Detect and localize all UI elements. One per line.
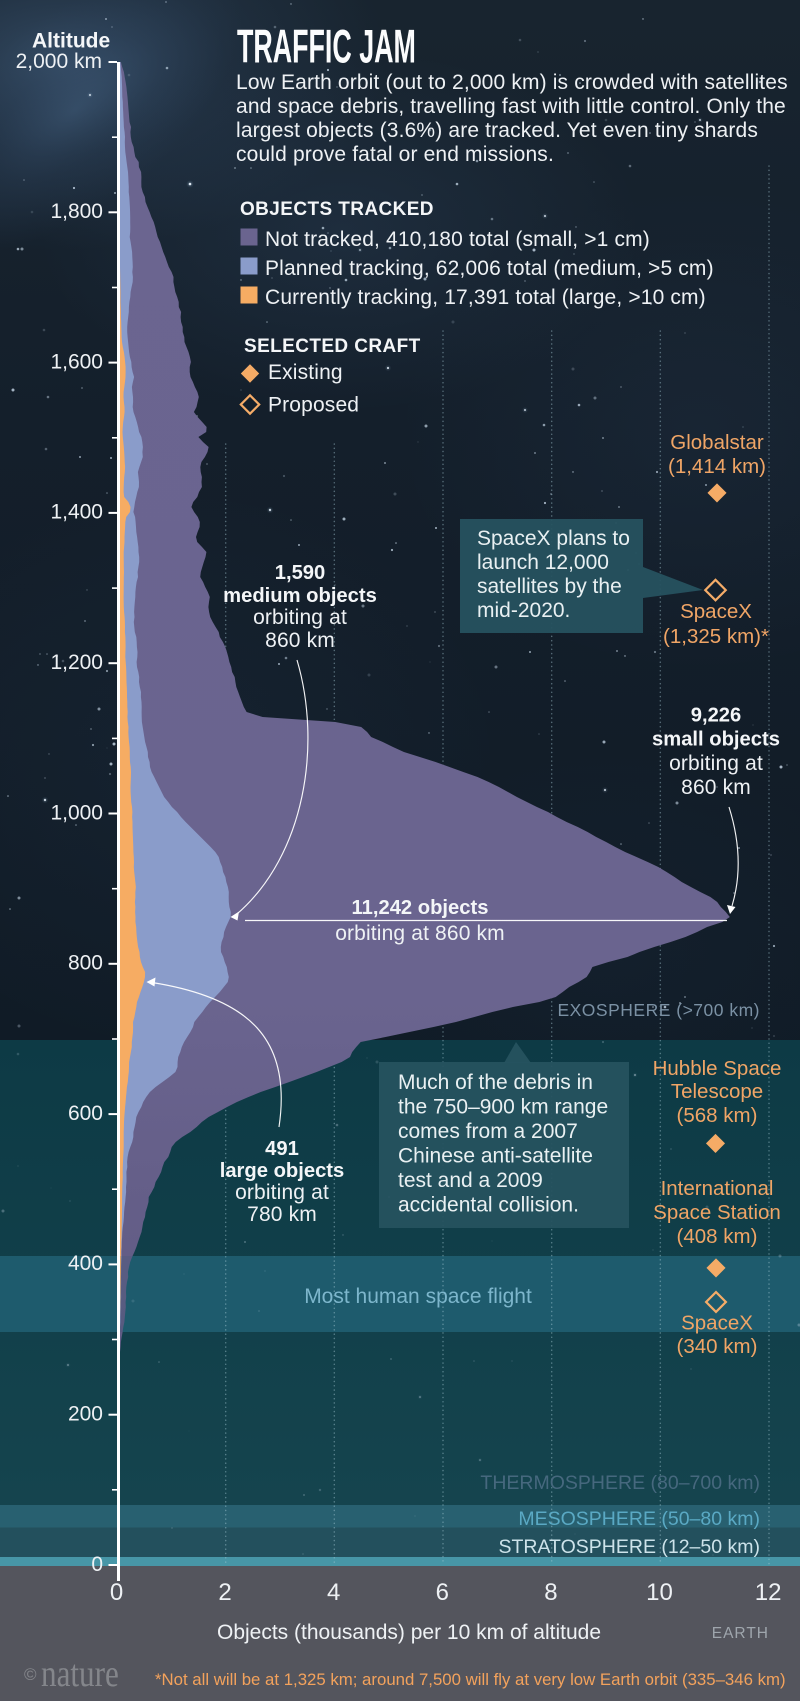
svg-text:Telescope: Telescope [671,1080,763,1103]
svg-text:2: 2 [218,1579,231,1606]
svg-text:(1,325 km)*: (1,325 km)* [663,625,769,648]
svg-text:1,600: 1,600 [50,350,103,373]
svg-text:THERMOSPHERE (80–700 km): THERMOSPHERE (80–700 km) [480,1472,760,1494]
svg-text:860 km: 860 km [681,776,751,799]
svg-text:(340 km): (340 km) [677,1335,758,1358]
svg-text:400: 400 [68,1252,103,1275]
svg-text:the 750–900 km range: the 750–900 km range [398,1096,608,1119]
svg-text:International: International [661,1177,774,1200]
svg-text:nature: nature [41,1652,119,1695]
svg-text:orbiting at: orbiting at [235,1181,329,1204]
svg-text:largest objects (3.6%) are tra: largest objects (3.6%) are tracked. Yet … [236,119,758,142]
svg-text:600: 600 [68,1102,103,1125]
svg-text:SpaceX: SpaceX [680,600,752,623]
svg-text:491: 491 [265,1138,299,1160]
svg-text:EXOSPHERE (>700 km): EXOSPHERE (>700 km) [557,1000,760,1020]
svg-text:Much of the debris in: Much of the debris in [398,1071,593,1094]
svg-text:MESOSPHERE (50–80 km): MESOSPHERE (50–80 km) [518,1508,760,1530]
svg-text:comes from a 2007: comes from a 2007 [398,1120,578,1143]
svg-text:2,000 km: 2,000 km [16,50,102,73]
svg-text:Objects (thousands) per 10 km: Objects (thousands) per 10 km of altitud… [217,1621,601,1644]
svg-text:TRAFFIC JAM: TRAFFIC JAM [237,21,416,74]
svg-text:1,400: 1,400 [50,501,103,524]
svg-text:Proposed: Proposed [268,394,359,417]
svg-text:780 km: 780 km [247,1203,317,1226]
svg-text:6: 6 [436,1579,449,1606]
svg-text:11,242 objects: 11,242 objects [352,897,489,919]
svg-text:Low Earth orbit (out to 2,000: Low Earth orbit (out to 2,000 km) is cro… [236,71,788,94]
svg-text:1,800: 1,800 [50,200,103,223]
svg-text:©: © [24,1665,37,1684]
svg-text:10: 10 [646,1579,673,1606]
svg-text:Altitude: Altitude [32,30,110,53]
svg-text:orbiting at 860 km: orbiting at 860 km [335,922,505,945]
svg-text:launch 12,000: launch 12,000 [477,551,609,574]
svg-text:SpaceX: SpaceX [681,1312,753,1335]
svg-text:Planned tracking, 62,006 total: Planned tracking, 62,006 total (medium, … [265,257,714,280]
svg-text:Space Station: Space Station [653,1201,781,1224]
svg-text:Chinese anti-satellite: Chinese anti-satellite [398,1145,593,1168]
svg-text:Globalstar: Globalstar [670,431,764,454]
svg-text:satellites by the: satellites by the [477,575,622,598]
svg-text:Most human space flight: Most human space flight [304,1285,532,1308]
svg-text:(568 km): (568 km) [677,1104,758,1127]
svg-text:test and a 2009: test and a 2009 [398,1169,543,1192]
svg-text:STRATOSPHERE (12–50 km): STRATOSPHERE (12–50 km) [498,1536,760,1558]
svg-text:12: 12 [755,1579,782,1606]
svg-text:8: 8 [544,1579,557,1606]
svg-text:Not tracked, 410,180 total (sm: Not tracked, 410,180 total (small, >1 cm… [265,228,650,251]
svg-text:*Not all will be at 1,325 km;: *Not all will be at 1,325 km; around 7,5… [155,1670,786,1689]
svg-text:orbiting at: orbiting at [669,752,763,775]
svg-text:(408 km): (408 km) [677,1225,758,1248]
svg-text:800: 800 [68,952,103,975]
svg-text:medium objects: medium objects [223,585,377,607]
svg-text:could prove fatal or end missi: could prove fatal or end missions. [236,143,554,166]
svg-text:1,590: 1,590 [275,562,326,584]
svg-text:0: 0 [91,1553,103,1576]
svg-text:4: 4 [327,1579,340,1606]
svg-text:accidental collision.: accidental collision. [398,1194,579,1217]
svg-text:Currently tracking, 17,391 tot: Currently tracking, 17,391 total (large,… [265,286,706,309]
svg-text:1,200: 1,200 [50,651,103,674]
svg-text:Hubble Space: Hubble Space [653,1057,782,1080]
svg-text:mid-2020.: mid-2020. [477,599,570,622]
svg-text:large objects: large objects [220,1160,345,1182]
svg-text:SpaceX plans to: SpaceX plans to [477,527,630,550]
svg-text:1,000: 1,000 [50,801,103,824]
svg-text:and space debris, travelling f: and space debris, travelling fast with l… [236,95,786,118]
svg-text:OBJECTS TRACKED: OBJECTS TRACKED [240,199,434,220]
svg-text:orbiting at: orbiting at [253,606,347,629]
svg-text:Existing: Existing [268,361,343,384]
svg-text:9,226: 9,226 [691,705,742,727]
svg-text:EARTH: EARTH [712,1625,769,1642]
svg-text:SELECTED CRAFT: SELECTED CRAFT [244,336,421,357]
svg-text:small objects: small objects [652,729,780,751]
svg-text:0: 0 [110,1579,123,1606]
svg-text:(1,414 km): (1,414 km) [668,455,766,478]
svg-text:860 km: 860 km [265,629,335,652]
svg-text:200: 200 [68,1403,103,1426]
